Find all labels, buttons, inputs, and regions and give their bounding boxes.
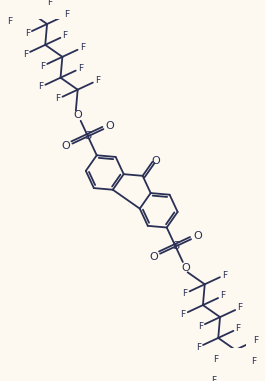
Text: F: F	[38, 82, 43, 91]
Text: F: F	[222, 271, 227, 280]
Text: F: F	[196, 343, 201, 352]
Text: F: F	[80, 43, 85, 52]
Text: F: F	[23, 50, 28, 59]
Text: O: O	[73, 110, 82, 120]
Text: F: F	[180, 310, 185, 319]
Text: O: O	[105, 121, 114, 131]
Text: F: F	[220, 291, 225, 300]
Text: F: F	[64, 10, 69, 19]
Text: O: O	[152, 156, 160, 166]
Text: F: F	[78, 64, 83, 73]
Text: F: F	[55, 94, 60, 103]
Text: F: F	[40, 62, 45, 70]
Text: F: F	[237, 303, 242, 312]
Text: F: F	[63, 31, 68, 40]
Text: F: F	[211, 376, 216, 381]
Text: F: F	[236, 324, 241, 333]
Text: S: S	[172, 242, 179, 251]
Text: O: O	[149, 251, 158, 262]
Text: O: O	[181, 263, 190, 273]
Text: F: F	[253, 336, 258, 345]
Text: F: F	[7, 17, 13, 26]
Text: O: O	[62, 141, 70, 152]
Text: F: F	[25, 29, 30, 38]
Text: S: S	[84, 131, 91, 141]
Text: F: F	[47, 0, 52, 7]
Text: F: F	[95, 76, 100, 85]
Text: F: F	[251, 357, 256, 366]
Text: O: O	[193, 231, 202, 241]
Text: F: F	[198, 322, 203, 331]
Text: F: F	[182, 289, 187, 298]
Text: F: F	[213, 355, 218, 364]
